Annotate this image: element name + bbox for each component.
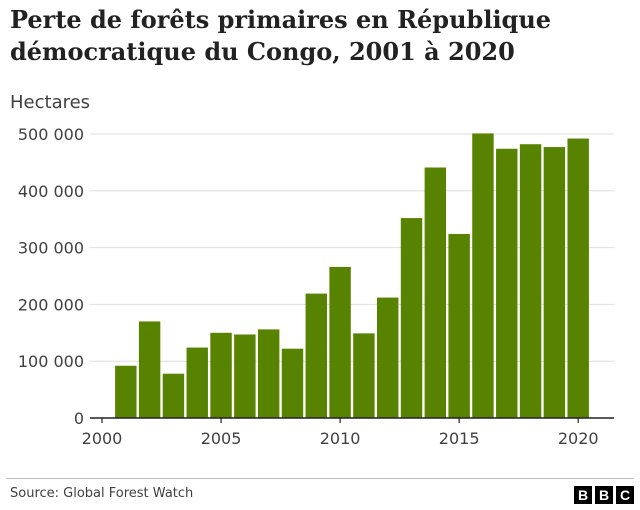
source-note: Source: Global Forest Watch <box>10 486 194 501</box>
y-axis-ticks: 0 100 000 200 000 300 000 400 000 500 000 <box>18 125 84 428</box>
bar <box>162 373 185 418</box>
bar <box>448 233 470 418</box>
bar <box>424 167 447 418</box>
y-tick-label: 0 <box>74 409 84 428</box>
bar <box>257 329 280 418</box>
bar <box>281 348 304 418</box>
x-axis-ticks: 2000 2005 2010 2015 2020 <box>82 418 599 448</box>
bar <box>400 218 423 418</box>
bar <box>472 133 494 418</box>
bbc-logo: B B C <box>574 486 634 504</box>
bar <box>115 365 137 418</box>
bar <box>567 138 589 418</box>
bar-chart: Hectares 0 100 000 200 000 300 000 400 000 50… <box>10 92 614 448</box>
bar <box>496 148 518 418</box>
x-tick-label: 2005 <box>201 429 242 448</box>
bar <box>305 293 327 418</box>
y-tick-label: 200 000 <box>18 295 84 314</box>
bbc-logo-letter: B <box>574 486 592 504</box>
x-tick-label: 2000 <box>82 429 123 448</box>
footer-divider <box>6 478 634 479</box>
y-tick-label: 400 000 <box>18 182 84 201</box>
bar <box>234 334 256 418</box>
bar <box>519 144 542 418</box>
x-tick-label: 2010 <box>320 429 361 448</box>
bar <box>543 147 566 418</box>
bar <box>377 297 399 418</box>
bar <box>138 321 161 418</box>
y-tick-label: 500 000 <box>18 125 84 144</box>
chart-title: Perte de forêts primaires en République … <box>10 5 552 66</box>
bar <box>186 347 208 418</box>
bbc-logo-letter: B <box>595 486 613 504</box>
y-tick-label: 100 000 <box>18 352 84 371</box>
bar <box>329 266 351 418</box>
x-tick-label: 2020 <box>558 429 599 448</box>
bar <box>353 333 375 418</box>
y-tick-label: 300 000 <box>18 239 84 258</box>
y-axis-label: Hectares <box>10 92 90 113</box>
x-tick-label: 2015 <box>439 429 480 448</box>
bar <box>210 332 232 418</box>
bbc-logo-letter: C <box>616 486 634 504</box>
bars <box>115 133 589 418</box>
